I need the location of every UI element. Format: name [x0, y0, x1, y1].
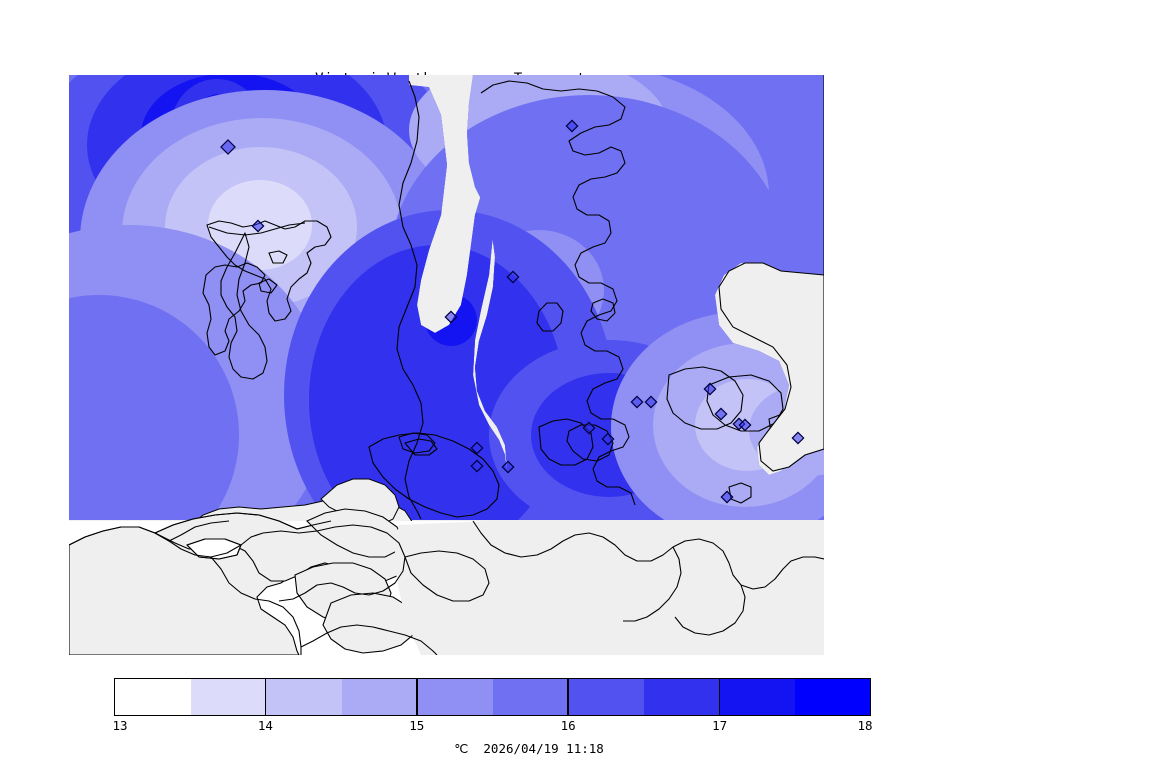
station-marker[interactable]: [470, 459, 484, 473]
colorbar-band-16.5-17.0: [643, 679, 719, 715]
colorbar-label-14: 14: [257, 718, 273, 733]
east-land-mask: [718, 75, 824, 472]
station-marker[interactable]: [444, 310, 458, 324]
station-marker[interactable]: [470, 441, 484, 455]
colorbar-band-15.5-16.0: [492, 679, 568, 715]
colorbar-bands[interactable]: [114, 678, 871, 716]
colorbar-tick-labels: 13 14 15 16 17 18: [112, 718, 873, 736]
station-marker[interactable]: [565, 119, 579, 133]
colorbar-label-13: 13: [112, 718, 128, 733]
station-marker[interactable]: [703, 382, 717, 396]
temperature-contour-map: [69, 75, 824, 655]
colorbar[interactable]: 13 14 15 16 17 18: [112, 678, 873, 733]
colorbar-band-17.0-17.5: [719, 679, 795, 715]
station-marker[interactable]: [501, 460, 515, 474]
colorbar-band-17.5-18.0: [794, 679, 870, 715]
colorbar-unit-timestamp: ℃ 2026/04/19 11:18: [0, 726, 1152, 771]
colorbar-label-17: 17: [712, 718, 728, 733]
southeast-land-fill: [395, 521, 824, 655]
colorbar-band-13.0-13.5: [115, 679, 191, 715]
station-marker[interactable]: [644, 395, 658, 409]
colorbar-band-13.5-14.0: [190, 679, 266, 715]
colorbar-band-15.0-15.5: [417, 679, 493, 715]
station-marker[interactable]: [738, 418, 752, 432]
colorbar-band-14.0-14.5: [266, 679, 342, 715]
station-marker[interactable]: [791, 431, 805, 445]
colorbar-label-15: 15: [409, 718, 425, 733]
station-marker[interactable]: [601, 432, 615, 446]
station-marker[interactable]: [714, 407, 728, 421]
colorbar-band-14.5-15.0: [341, 679, 417, 715]
station-marker[interactable]: [582, 421, 596, 435]
station-marker[interactable]: [630, 395, 644, 409]
colorbar-label-18: 18: [857, 718, 873, 733]
station-marker[interactable]: [506, 270, 520, 284]
station-marker[interactable]: [251, 219, 265, 233]
colorbar-label-16: 16: [560, 718, 576, 733]
station-marker[interactable]: [220, 139, 236, 155]
station-marker-layer[interactable]: [220, 119, 805, 504]
temperature-map-panel[interactable]: [69, 75, 824, 655]
station-marker[interactable]: [720, 490, 734, 504]
southern-coastline-layer: [69, 512, 824, 655]
colorbar-unit-text: ℃ 2026/04/19 11:18: [454, 741, 604, 756]
colorbar-band-16.0-16.5: [568, 679, 644, 715]
